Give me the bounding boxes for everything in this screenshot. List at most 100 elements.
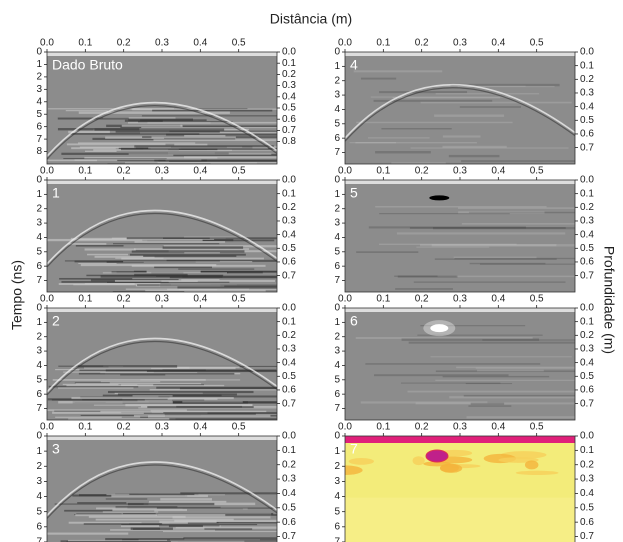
band bbox=[162, 246, 244, 249]
panel: 30.00.10.20.30.40.5012345670.00.10.20.30… bbox=[36, 422, 296, 542]
y2-tick-label: 0.4 bbox=[282, 229, 296, 240]
band bbox=[355, 142, 477, 144]
band bbox=[95, 518, 234, 521]
band bbox=[431, 244, 575, 247]
band bbox=[107, 390, 254, 394]
band bbox=[435, 370, 575, 373]
band bbox=[111, 494, 208, 498]
x-tick-label: 0.5 bbox=[232, 422, 246, 433]
y2-tick-label: 0.6 bbox=[580, 257, 594, 268]
band bbox=[68, 243, 107, 245]
band bbox=[105, 498, 148, 500]
band bbox=[401, 338, 540, 341]
y-tick-label: 6 bbox=[36, 261, 42, 272]
y-tick-label: 1 bbox=[334, 189, 340, 200]
x-tick-label: 0.4 bbox=[193, 294, 207, 305]
band bbox=[166, 259, 277, 262]
lower-band bbox=[345, 497, 575, 542]
y2-tick-label: 0.0 bbox=[580, 431, 594, 442]
band bbox=[149, 389, 277, 391]
band bbox=[434, 114, 505, 117]
radargram-image bbox=[345, 52, 575, 164]
band bbox=[459, 106, 521, 108]
panel: 20.0 0.1 0.2 0.3 0.4 0.5012345670.00.10.20.30… bbox=[36, 294, 296, 421]
y2-tick-label: 0.8 bbox=[282, 136, 296, 147]
y2-tick-label: 0.4 bbox=[282, 357, 296, 368]
x-tick-label: 0.3 bbox=[155, 38, 169, 49]
band bbox=[134, 273, 188, 277]
y-tick-label: 0 bbox=[36, 431, 42, 442]
surface-band bbox=[47, 52, 277, 56]
band bbox=[59, 277, 133, 280]
y-tick-label: 1 bbox=[36, 189, 42, 200]
target bbox=[430, 324, 449, 333]
x-tick-label: 0.2 bbox=[117, 166, 131, 177]
band bbox=[145, 289, 266, 292]
y-axis-label: Tempo (ns) bbox=[9, 260, 25, 330]
x-tick-label: 0.0 bbox=[338, 166, 352, 177]
y2-tick-label: 0.6 bbox=[580, 385, 594, 396]
target bbox=[429, 195, 450, 201]
panel-label: 4 bbox=[350, 57, 358, 73]
band bbox=[456, 366, 575, 369]
y2-tick-label: 0.5 bbox=[580, 115, 594, 126]
y-tick-label: 6 bbox=[334, 521, 340, 532]
x-tick-label: 0.3 bbox=[453, 166, 467, 177]
y2-tick-label: 0.6 bbox=[282, 517, 296, 528]
band bbox=[68, 539, 245, 542]
band bbox=[102, 117, 176, 119]
y-tick-label: 1 bbox=[36, 59, 42, 70]
band bbox=[154, 159, 277, 162]
band bbox=[375, 205, 547, 208]
band bbox=[115, 506, 178, 509]
hyperbola bbox=[47, 101, 277, 157]
band bbox=[66, 143, 166, 146]
band bbox=[128, 118, 194, 121]
band bbox=[477, 369, 544, 372]
x-tick-label: 0.3 bbox=[453, 294, 467, 305]
y-tick-label: 1 bbox=[36, 317, 42, 328]
band bbox=[137, 284, 277, 286]
band bbox=[123, 261, 253, 263]
radargram-image bbox=[47, 436, 277, 542]
band bbox=[468, 211, 575, 214]
panel-label: 1 bbox=[52, 185, 60, 201]
band bbox=[143, 255, 237, 257]
band bbox=[417, 334, 543, 336]
band bbox=[117, 393, 237, 396]
band bbox=[415, 402, 575, 405]
y-tick-label: 2 bbox=[334, 203, 340, 214]
y-tick-label: 2 bbox=[36, 72, 42, 83]
band bbox=[394, 275, 438, 277]
y-tick-label: 3 bbox=[36, 476, 42, 487]
band bbox=[51, 399, 145, 401]
band bbox=[120, 374, 166, 376]
band bbox=[75, 245, 124, 247]
band bbox=[85, 150, 117, 152]
band bbox=[113, 243, 220, 245]
band bbox=[430, 356, 572, 358]
band bbox=[420, 101, 572, 104]
band bbox=[391, 162, 446, 164]
band bbox=[169, 418, 277, 420]
band bbox=[163, 245, 277, 248]
band bbox=[83, 523, 163, 525]
band bbox=[356, 251, 419, 253]
band bbox=[79, 369, 206, 371]
band bbox=[163, 531, 277, 533]
hyperbola bbox=[47, 209, 277, 265]
band bbox=[159, 525, 220, 527]
x-tick-label: 0.2 bbox=[117, 38, 131, 49]
y2-axis-label: Profundidade (m) bbox=[601, 246, 617, 354]
y-tick-label: 4 bbox=[334, 104, 340, 115]
y-tick-label: 1 bbox=[334, 61, 340, 72]
band bbox=[55, 416, 122, 418]
x-tick-label: 0.0 bbox=[40, 166, 54, 177]
band bbox=[65, 110, 108, 112]
hyperbola bbox=[47, 461, 277, 517]
y-tick-label: 1 bbox=[334, 317, 340, 328]
y-tick-label: 4 bbox=[334, 491, 340, 502]
band bbox=[379, 243, 517, 246]
y-tick-label: 0 bbox=[334, 47, 340, 58]
band bbox=[432, 227, 575, 230]
